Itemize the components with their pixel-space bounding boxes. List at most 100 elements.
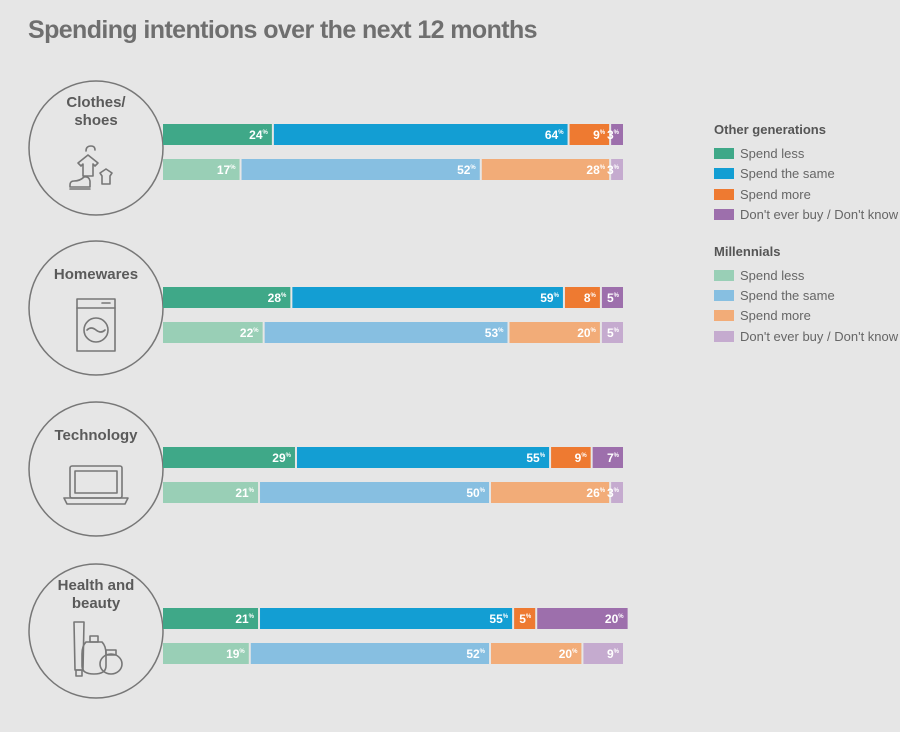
bar-segment xyxy=(250,643,490,664)
bar-segment xyxy=(611,159,623,180)
data-label: 29% xyxy=(272,451,291,465)
bar-segment xyxy=(509,322,600,343)
bar-segment xyxy=(163,643,249,664)
legend-swatch xyxy=(714,330,734,342)
laptop-icon xyxy=(63,465,129,505)
data-label: 5% xyxy=(607,326,620,340)
legend: Other generations Spend less Spend the sam… xyxy=(714,122,898,347)
data-label: 9% xyxy=(607,647,620,661)
data-label: 50% xyxy=(466,486,485,500)
data-label: 3% xyxy=(607,163,620,177)
cosmetics-icon xyxy=(73,621,123,677)
data-label: 20% xyxy=(577,326,596,340)
legend-swatch xyxy=(714,289,734,301)
legend-swatch xyxy=(714,168,734,180)
data-label: 28% xyxy=(268,291,287,305)
bar-segment xyxy=(163,447,295,468)
data-label: 21% xyxy=(235,612,254,626)
data-label: 17% xyxy=(217,163,236,177)
legend-label: Spend less xyxy=(740,267,805,283)
data-label: 24% xyxy=(249,128,268,142)
data-label: 26% xyxy=(586,486,605,500)
data-label: 59% xyxy=(540,291,559,305)
legend-label: Spend more xyxy=(740,308,811,324)
bar-segment xyxy=(241,159,480,180)
data-label: 55% xyxy=(489,612,508,626)
legend-label: Spend less xyxy=(740,146,805,161)
category-circle xyxy=(28,401,164,537)
legend-item: Spend less xyxy=(714,266,898,286)
data-label: 20% xyxy=(559,647,578,661)
bar-segment xyxy=(292,287,563,308)
data-label: 28% xyxy=(586,163,605,177)
data-label: 5% xyxy=(607,291,620,305)
legend-swatch xyxy=(714,269,734,281)
bar-segment xyxy=(273,124,568,145)
legend-item: Spend the same xyxy=(714,286,898,306)
bar-segment xyxy=(564,287,600,308)
legend-item: Don't ever buy / Don't know xyxy=(714,205,898,225)
category-circle xyxy=(28,80,164,216)
legend-swatch xyxy=(714,148,734,159)
data-label: 8% xyxy=(584,291,597,305)
chart-title: Spending intentions over the next 12 mon… xyxy=(28,16,538,44)
legend-group-title: Other generations xyxy=(714,122,826,137)
bar-segment xyxy=(163,322,263,343)
data-label: 55% xyxy=(526,451,545,465)
bar-segment xyxy=(163,287,291,308)
data-label: 3% xyxy=(607,486,620,500)
bar-segment xyxy=(481,159,610,180)
category-label: shoes xyxy=(74,112,117,129)
legend-label: Don't ever buy / Don't know xyxy=(740,207,899,223)
bar-segment xyxy=(601,287,623,308)
category-label: Clothes/ xyxy=(66,94,126,111)
category-circle xyxy=(28,563,164,699)
category-label: beauty xyxy=(72,595,121,612)
data-label: 9% xyxy=(593,128,606,142)
clothes-shoes-icon xyxy=(69,145,113,190)
data-label: 21% xyxy=(235,486,254,500)
data-label: 22% xyxy=(240,326,259,340)
category-label: Technology xyxy=(54,427,138,444)
data-label: 52% xyxy=(466,647,485,661)
data-label: 64% xyxy=(545,128,564,142)
bar-segment xyxy=(163,124,272,145)
bar-segment xyxy=(163,159,240,180)
legend-swatch xyxy=(714,209,734,221)
bar-segment xyxy=(611,124,623,145)
bar-segment xyxy=(611,482,623,503)
data-label: 53% xyxy=(485,326,504,340)
legend-label: Spend the same xyxy=(740,287,835,303)
data-label: 9% xyxy=(575,451,588,465)
bar-segment xyxy=(491,482,610,503)
category-label: Health and xyxy=(58,577,135,594)
bar-segment xyxy=(537,608,628,629)
legend-label: Don't ever buy / Don't know xyxy=(740,328,899,344)
bar-segment xyxy=(260,482,490,503)
bar-segment xyxy=(514,608,536,629)
data-label: 7% xyxy=(607,451,620,465)
bar-segment xyxy=(163,608,259,629)
legend-swatch xyxy=(714,188,734,200)
bar-segment xyxy=(592,447,623,468)
legend-item: Spend more xyxy=(714,185,898,205)
legend-group-title: Millennials xyxy=(714,243,781,259)
legend-label: Spend the same xyxy=(740,166,835,182)
bar-segment xyxy=(491,643,582,664)
legend-item: Don't ever buy / Don't know xyxy=(714,327,898,347)
bar-segment xyxy=(264,322,508,343)
legend-item: Spend the same xyxy=(714,164,898,184)
data-label: 19% xyxy=(226,647,245,661)
category-label: Homewares xyxy=(54,266,138,283)
bar-segment xyxy=(601,322,623,343)
bar-segment xyxy=(583,643,623,664)
legend-item: Spend less xyxy=(714,144,898,164)
data-label: 20% xyxy=(605,612,624,626)
bar-segment xyxy=(163,482,259,503)
bar-segment xyxy=(569,124,610,145)
data-label: 5% xyxy=(519,612,532,626)
legend-item: Spend more xyxy=(714,306,898,326)
bar-segment xyxy=(260,608,513,629)
bar-segment xyxy=(296,447,550,468)
